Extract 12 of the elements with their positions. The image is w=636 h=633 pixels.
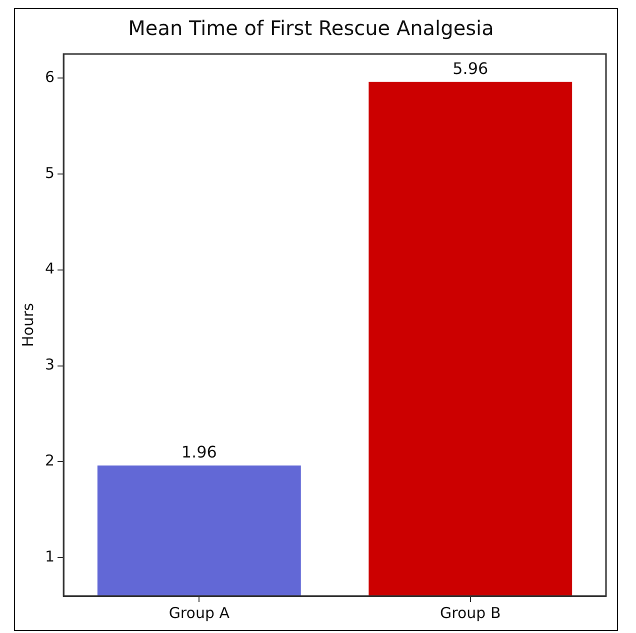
y-tick-label: 3: [44, 356, 55, 374]
data-label: 5.96: [452, 58, 488, 78]
y-tick-label: 4: [44, 260, 55, 278]
chart-title: Mean Time of First Rescue Analgesia: [128, 16, 494, 40]
data-label: 1.96: [181, 442, 217, 462]
y-tick-label: 1: [44, 548, 55, 566]
y-tick-label: 5: [44, 164, 55, 182]
x-tick-label: Group B: [440, 604, 501, 622]
x-tick-label: Group A: [168, 604, 230, 622]
y-axis-title: Hours: [18, 302, 37, 347]
y-tick-label: 2: [44, 452, 55, 470]
y-tick-label: 6: [44, 68, 55, 86]
